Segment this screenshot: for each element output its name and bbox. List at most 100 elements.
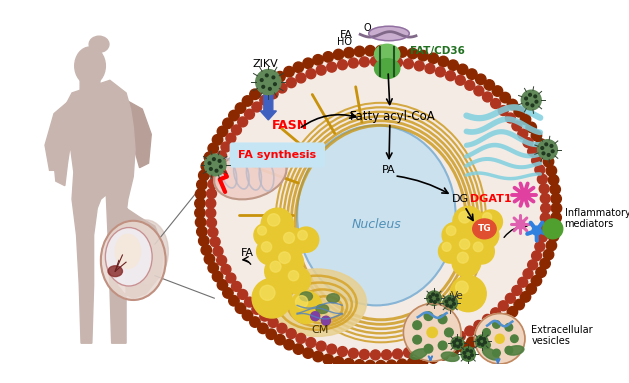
Circle shape bbox=[452, 248, 481, 277]
Circle shape bbox=[532, 251, 542, 261]
Circle shape bbox=[535, 100, 538, 103]
Text: DGAT1: DGAT1 bbox=[470, 194, 511, 204]
Circle shape bbox=[213, 158, 215, 160]
Circle shape bbox=[258, 83, 268, 93]
Circle shape bbox=[453, 341, 455, 344]
Circle shape bbox=[397, 47, 408, 57]
Circle shape bbox=[313, 351, 323, 362]
Circle shape bbox=[296, 334, 306, 343]
Circle shape bbox=[404, 347, 413, 357]
Circle shape bbox=[536, 139, 546, 149]
Circle shape bbox=[226, 273, 236, 283]
Circle shape bbox=[481, 344, 484, 346]
Circle shape bbox=[546, 165, 557, 176]
Circle shape bbox=[459, 211, 470, 223]
Circle shape bbox=[479, 210, 503, 233]
Circle shape bbox=[537, 174, 547, 184]
Circle shape bbox=[528, 260, 538, 270]
Circle shape bbox=[483, 329, 491, 336]
Circle shape bbox=[418, 355, 428, 366]
Circle shape bbox=[289, 270, 299, 281]
Circle shape bbox=[306, 69, 316, 79]
Circle shape bbox=[505, 324, 513, 331]
Circle shape bbox=[545, 143, 548, 146]
Circle shape bbox=[277, 83, 287, 93]
Circle shape bbox=[204, 152, 214, 162]
Circle shape bbox=[532, 275, 542, 286]
Circle shape bbox=[296, 73, 306, 83]
Circle shape bbox=[438, 341, 447, 350]
Circle shape bbox=[408, 358, 418, 368]
Circle shape bbox=[548, 175, 559, 185]
Ellipse shape bbox=[123, 220, 169, 283]
Circle shape bbox=[359, 349, 369, 359]
Text: Fatty acyl-CoA: Fatty acyl-CoA bbox=[350, 110, 435, 123]
Circle shape bbox=[539, 223, 549, 232]
Circle shape bbox=[445, 328, 454, 337]
Circle shape bbox=[474, 321, 484, 331]
Circle shape bbox=[425, 343, 435, 353]
Polygon shape bbox=[126, 100, 151, 168]
Circle shape bbox=[446, 304, 448, 307]
Text: O: O bbox=[364, 23, 371, 33]
Circle shape bbox=[303, 348, 313, 358]
Circle shape bbox=[210, 237, 220, 247]
Circle shape bbox=[523, 137, 533, 147]
Circle shape bbox=[266, 329, 277, 339]
Circle shape bbox=[206, 208, 216, 218]
Ellipse shape bbox=[316, 304, 328, 314]
Circle shape bbox=[284, 267, 311, 294]
Circle shape bbox=[474, 314, 525, 364]
Circle shape bbox=[208, 162, 211, 165]
Circle shape bbox=[286, 329, 296, 339]
Circle shape bbox=[531, 104, 534, 107]
Circle shape bbox=[547, 154, 550, 156]
Circle shape bbox=[546, 240, 557, 251]
Circle shape bbox=[428, 353, 438, 363]
Text: Extracellular: Extracellular bbox=[532, 325, 593, 335]
Circle shape bbox=[483, 341, 491, 349]
Circle shape bbox=[500, 92, 510, 103]
Circle shape bbox=[484, 326, 494, 337]
Circle shape bbox=[455, 281, 468, 294]
Circle shape bbox=[415, 61, 424, 71]
Ellipse shape bbox=[267, 269, 367, 337]
Circle shape bbox=[425, 64, 435, 74]
Circle shape bbox=[482, 314, 493, 324]
Circle shape bbox=[470, 354, 474, 357]
Circle shape bbox=[338, 60, 347, 70]
Circle shape bbox=[526, 103, 528, 105]
Circle shape bbox=[231, 125, 242, 135]
Circle shape bbox=[514, 300, 525, 310]
Circle shape bbox=[455, 75, 465, 85]
Circle shape bbox=[286, 78, 296, 88]
Circle shape bbox=[518, 277, 528, 287]
Circle shape bbox=[277, 323, 287, 333]
Ellipse shape bbox=[473, 219, 496, 239]
Circle shape bbox=[268, 89, 278, 99]
Circle shape bbox=[543, 157, 554, 167]
Circle shape bbox=[484, 341, 486, 344]
Circle shape bbox=[217, 151, 226, 161]
Circle shape bbox=[424, 344, 433, 353]
Circle shape bbox=[252, 304, 262, 314]
Circle shape bbox=[551, 193, 561, 204]
Circle shape bbox=[445, 336, 455, 345]
Circle shape bbox=[512, 121, 522, 131]
Circle shape bbox=[482, 92, 493, 102]
Circle shape bbox=[293, 62, 304, 72]
Ellipse shape bbox=[327, 294, 340, 303]
Ellipse shape bbox=[297, 125, 455, 305]
Circle shape bbox=[208, 143, 218, 154]
Circle shape bbox=[459, 239, 470, 249]
Polygon shape bbox=[52, 80, 164, 343]
Circle shape bbox=[438, 350, 448, 360]
Circle shape bbox=[535, 242, 545, 252]
Circle shape bbox=[454, 344, 456, 347]
Circle shape bbox=[326, 62, 337, 72]
Circle shape bbox=[226, 133, 236, 143]
Circle shape bbox=[418, 51, 428, 61]
Ellipse shape bbox=[442, 352, 459, 362]
Circle shape bbox=[520, 114, 531, 124]
Circle shape bbox=[242, 96, 253, 106]
